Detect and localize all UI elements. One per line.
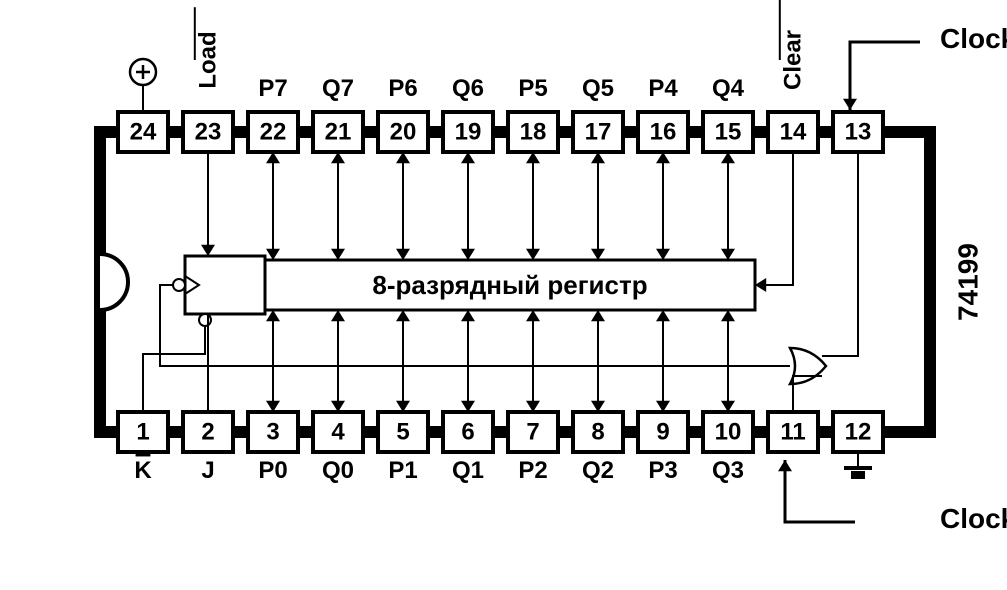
pin-15-number: 15 bbox=[715, 119, 742, 146]
chip-name: 74199 bbox=[953, 243, 984, 321]
pin-22-label: P7 bbox=[258, 75, 287, 102]
pin-19-label: Q6 bbox=[452, 75, 484, 102]
pin-18-label: P5 bbox=[518, 75, 547, 102]
gnd-symbol bbox=[851, 471, 865, 479]
chip-notch bbox=[100, 254, 128, 310]
pin-3-number: 3 bbox=[266, 419, 279, 446]
pin-14-label: Clear bbox=[780, 30, 807, 90]
pin-16-number: 16 bbox=[650, 119, 677, 146]
pin-20-label: P6 bbox=[388, 75, 417, 102]
ic-pinout-diagram: 2423Load22P721Q720P619Q618P517Q516P415Q4… bbox=[0, 0, 1007, 590]
pin-24-number: 24 bbox=[130, 119, 157, 146]
pin-10-number: 10 bbox=[715, 419, 742, 446]
pin-8-label: Q2 bbox=[582, 457, 614, 484]
pin-2-label: J bbox=[201, 457, 214, 484]
pin-17-number: 17 bbox=[585, 119, 612, 146]
pin-17-label: Q5 bbox=[582, 75, 614, 102]
pin-5-number: 5 bbox=[396, 419, 409, 446]
pin-15-label: Q4 bbox=[712, 75, 745, 102]
pin-12-number: 12 bbox=[845, 419, 872, 446]
clock-bottom-label: Clock bbox=[940, 503, 1007, 534]
pin-19-number: 19 bbox=[455, 119, 482, 146]
pin-9-number: 9 bbox=[656, 419, 669, 446]
pin-1-label: K bbox=[134, 457, 152, 484]
pin-23-label: Load bbox=[195, 31, 222, 88]
pin-10-label: Q3 bbox=[712, 457, 744, 484]
pin-22-number: 22 bbox=[260, 119, 287, 146]
clock-top-label: Clock bbox=[940, 23, 1007, 54]
pin-2-number: 2 bbox=[201, 419, 214, 446]
pin-7-number: 7 bbox=[526, 419, 539, 446]
pin-21-label: Q7 bbox=[322, 75, 354, 102]
pin-6-number: 6 bbox=[461, 419, 474, 446]
pin-4-number: 4 bbox=[331, 419, 345, 446]
pin-5-label: P1 bbox=[388, 457, 417, 484]
pin-3-label: P0 bbox=[258, 457, 287, 484]
pin-23-number: 23 bbox=[195, 119, 222, 146]
pin-11-number: 11 bbox=[780, 419, 805, 446]
pin-20-number: 20 bbox=[390, 119, 417, 146]
pin-7-label: P2 bbox=[518, 457, 547, 484]
or-gate bbox=[790, 348, 826, 384]
pin-14-number: 14 bbox=[780, 119, 807, 146]
pin-8-number: 8 bbox=[591, 419, 604, 446]
pin-1-number: 1 bbox=[136, 419, 149, 446]
pin-18-number: 18 bbox=[520, 119, 547, 146]
pin-16-label: P4 bbox=[648, 75, 678, 102]
pin-6-label: Q1 bbox=[452, 457, 484, 484]
pin-13-number: 13 bbox=[845, 119, 872, 146]
jk-box bbox=[185, 256, 265, 314]
pin-4-label: Q0 bbox=[322, 457, 354, 484]
pin-21-number: 21 bbox=[325, 119, 352, 146]
pin-9-label: P3 bbox=[648, 457, 677, 484]
register-label: 8-разрядный регистр bbox=[372, 270, 647, 300]
